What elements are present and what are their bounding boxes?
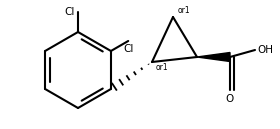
Text: OH: OH <box>257 45 273 55</box>
Text: or1: or1 <box>178 6 191 15</box>
Text: Cl: Cl <box>65 7 75 17</box>
Text: O: O <box>226 94 234 104</box>
Polygon shape <box>197 53 230 62</box>
Text: or1: or1 <box>156 63 169 72</box>
Text: Cl: Cl <box>123 44 133 54</box>
